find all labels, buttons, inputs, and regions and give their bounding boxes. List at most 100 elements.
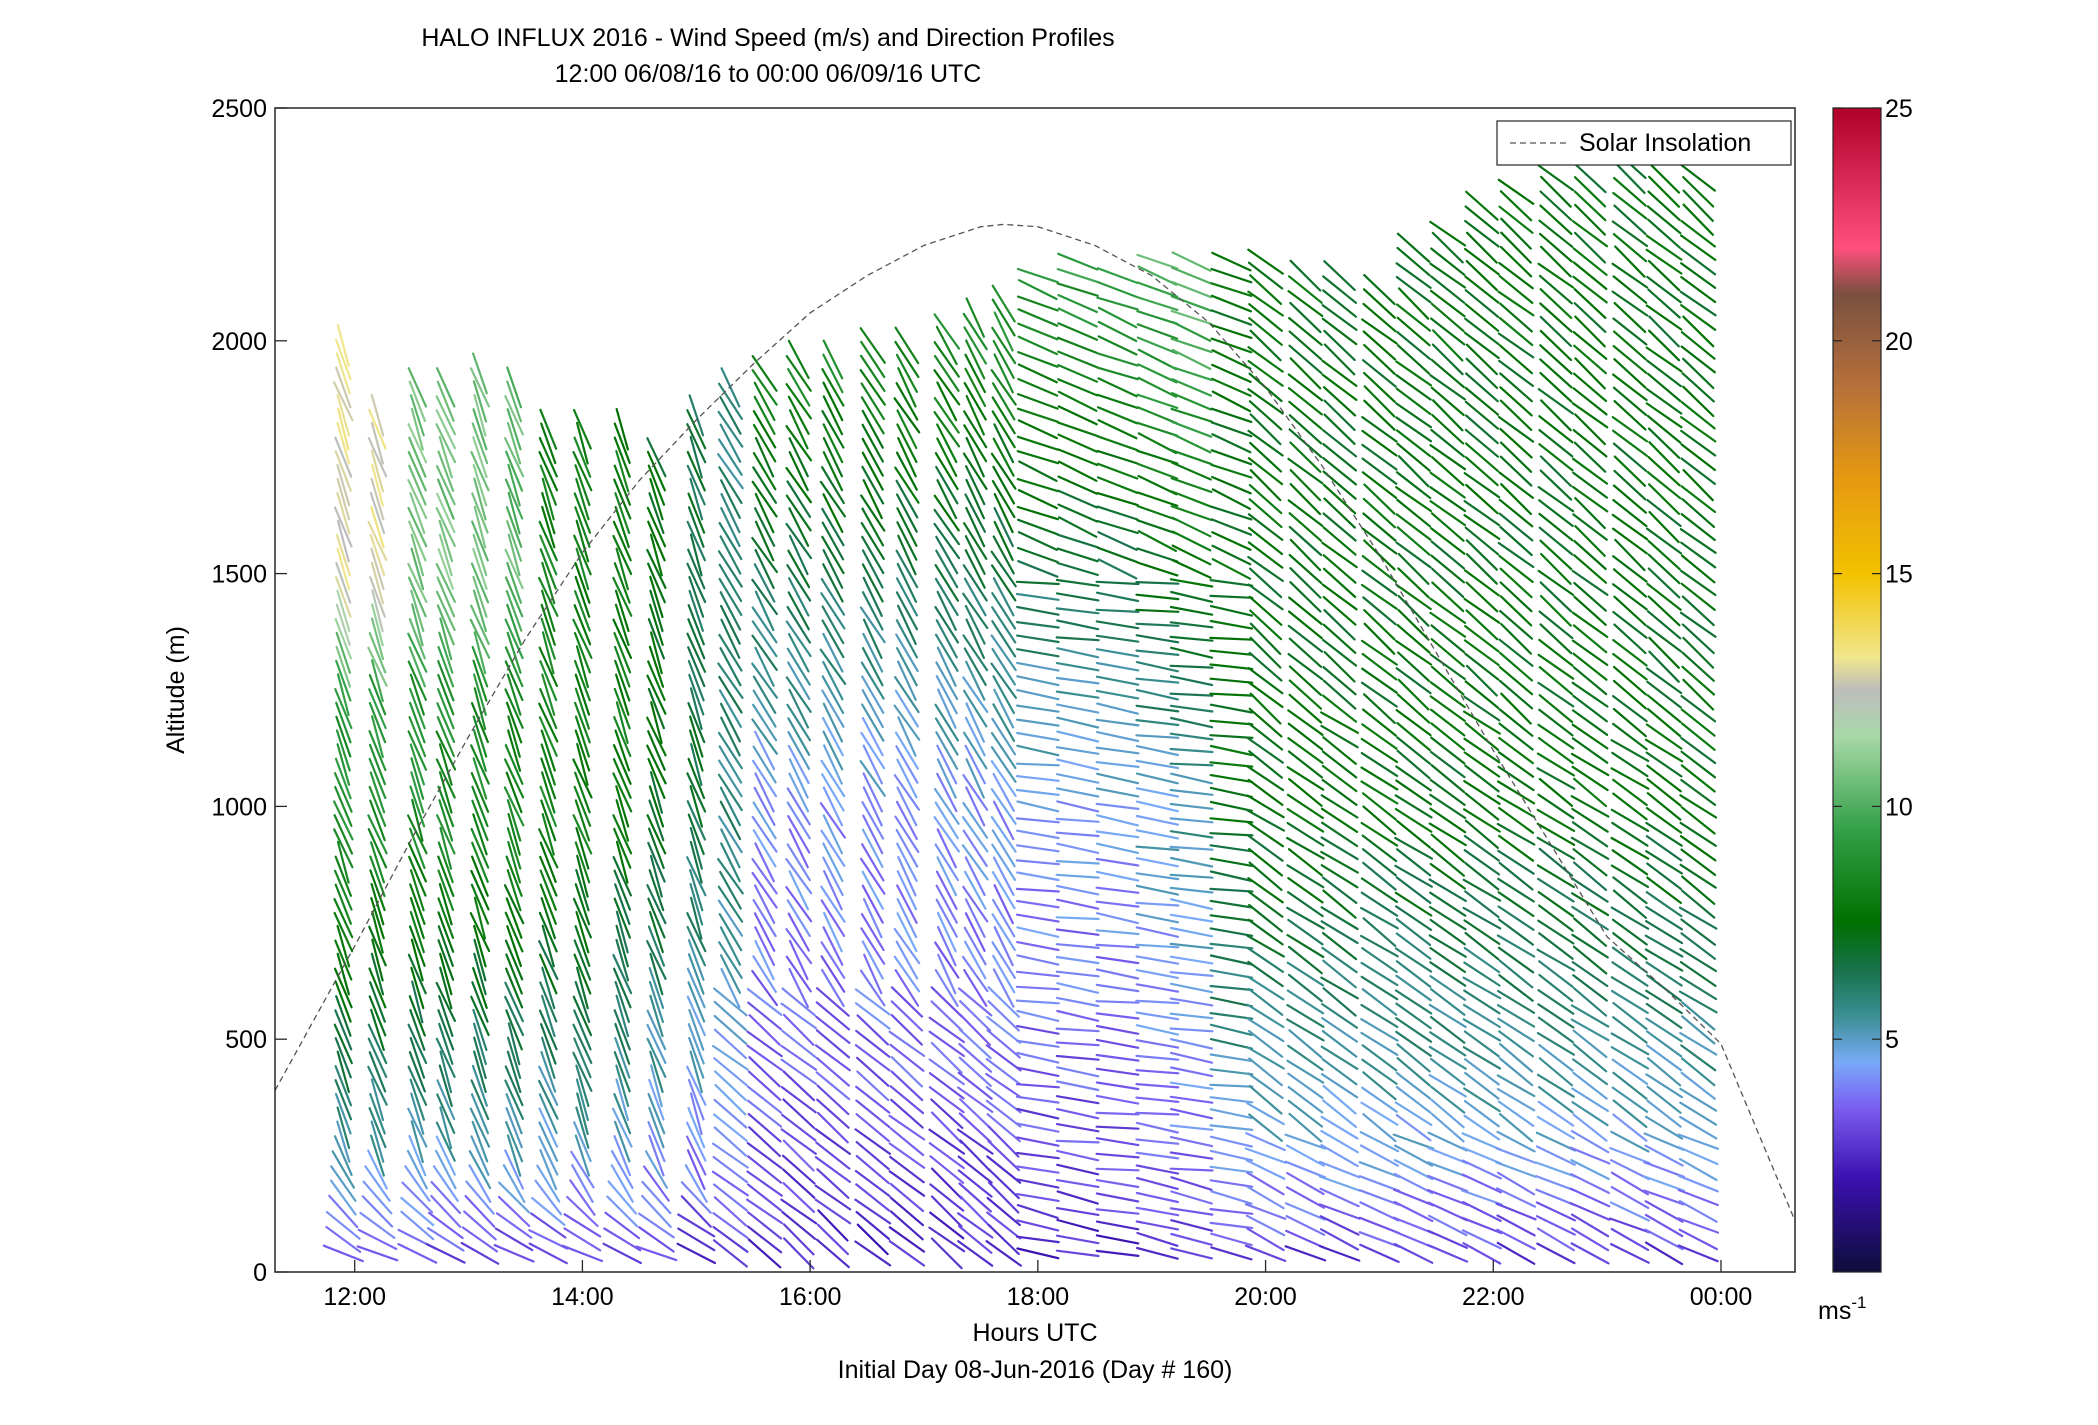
wind-arrow [472, 966, 488, 1010]
wind-arrow [369, 981, 386, 1023]
wind-arrow [1572, 513, 1608, 541]
wind-arrow [573, 436, 592, 478]
wind-arrow [614, 589, 630, 633]
wind-arrow [888, 1226, 926, 1253]
wind-arrow [1430, 512, 1465, 542]
wind-arrow [1169, 1012, 1214, 1020]
wind-arrow [1680, 164, 1717, 192]
wind-arrow [1246, 1171, 1285, 1196]
wind-arrow [408, 715, 427, 758]
wind-arrow [1393, 1230, 1435, 1249]
wind-arrow [1571, 681, 1609, 708]
wind-arrow [1430, 247, 1466, 276]
wind-arrow [1211, 251, 1252, 272]
wind-arrow [1363, 622, 1396, 655]
wind-arrow [407, 632, 428, 673]
wind-arrow [1610, 864, 1650, 889]
wind-arrow [540, 603, 556, 646]
wind-arrow [1679, 821, 1717, 847]
wind-arrow [964, 716, 986, 757]
wind-arrow [1647, 456, 1681, 487]
wind-arrow [861, 884, 884, 924]
wind-arrow [1464, 792, 1500, 821]
wind-arrow [1499, 399, 1533, 431]
wind-arrow [1680, 1044, 1717, 1072]
wind-arrow [719, 647, 742, 687]
wind-arrow [686, 925, 707, 967]
wind-arrow [1169, 692, 1214, 697]
wind-arrow [1681, 595, 1715, 627]
wind-arrow [538, 436, 558, 478]
wind-arrow [540, 729, 556, 772]
wind-arrow [990, 662, 1017, 699]
wind-arrow [1428, 878, 1467, 903]
wind-arrow [571, 1164, 594, 1204]
wind-arrow [410, 771, 425, 814]
wind-arrow [1362, 693, 1396, 725]
wind-arrow [1289, 441, 1322, 473]
wind-arrow [409, 673, 425, 716]
wind-arrow [1464, 819, 1500, 850]
wind-arrow [986, 1196, 1021, 1227]
wind-arrow [1539, 190, 1573, 222]
wind-arrow [1609, 1201, 1651, 1222]
wind-arrow [1644, 738, 1684, 763]
wind-arrow [1209, 677, 1254, 684]
wind-arrow [647, 841, 666, 883]
wind-arrow [1321, 583, 1358, 611]
wind-arrow [1286, 1018, 1325, 1042]
wind-arrow [1137, 348, 1178, 371]
wind-arrow [572, 408, 592, 450]
wind-arrow [1287, 499, 1324, 527]
wind-arrow [933, 313, 961, 350]
wind-arrow [1209, 969, 1254, 979]
wind-arrow [1170, 295, 1213, 312]
wind-arrow [573, 492, 592, 534]
wind-arrow [788, 758, 809, 799]
wind-arrow [855, 1056, 890, 1087]
wind-arrow [1016, 407, 1059, 423]
wind-arrow [1463, 1030, 1500, 1058]
wind-arrow [1016, 435, 1059, 451]
wind-arrow [409, 869, 425, 912]
wind-arrow [1288, 777, 1323, 807]
wind-arrow [895, 353, 919, 393]
wind-arrow [602, 1242, 643, 1265]
wind-arrow [1608, 1217, 1651, 1234]
wind-arrow [752, 689, 777, 728]
wind-arrow [336, 1106, 351, 1150]
wind-arrow [717, 662, 744, 700]
wind-arrow [962, 564, 988, 602]
x-tick-label: 18:00 [1007, 1283, 1070, 1311]
wind-arrow [1320, 864, 1359, 889]
wind-arrow [746, 987, 783, 1016]
wind-arrow [1321, 931, 1358, 961]
wind-arrow [928, 1128, 966, 1155]
wind-arrow [1247, 987, 1284, 1016]
wind-arrow [406, 1149, 428, 1190]
wind-arrow [648, 869, 665, 912]
wind-arrow [1612, 707, 1648, 738]
wind-arrow [1464, 400, 1500, 430]
wind-arrow [1247, 737, 1284, 764]
wind-arrow [1431, 413, 1465, 445]
wind-arrow [505, 701, 523, 744]
wind-arrow [1361, 318, 1398, 345]
wind-arrow [612, 953, 633, 995]
wind-arrow [964, 856, 986, 897]
wind-arrow [1645, 1030, 1683, 1058]
wind-arrow [1681, 651, 1715, 682]
wind-arrow [1465, 609, 1499, 641]
wind-arrow [425, 1242, 466, 1264]
wind-arrow [1246, 1102, 1285, 1126]
wind-arrow [933, 522, 961, 560]
wind-arrow [337, 407, 350, 451]
wind-arrow [1609, 1146, 1651, 1165]
wind-arrow [822, 660, 844, 701]
wind-arrow [687, 939, 705, 981]
wind-arrow [1610, 836, 1650, 860]
wind-arrow [1287, 722, 1324, 751]
wind-arrow [469, 618, 491, 659]
wind-arrow [1056, 758, 1100, 771]
wind-arrow [1055, 1080, 1100, 1092]
